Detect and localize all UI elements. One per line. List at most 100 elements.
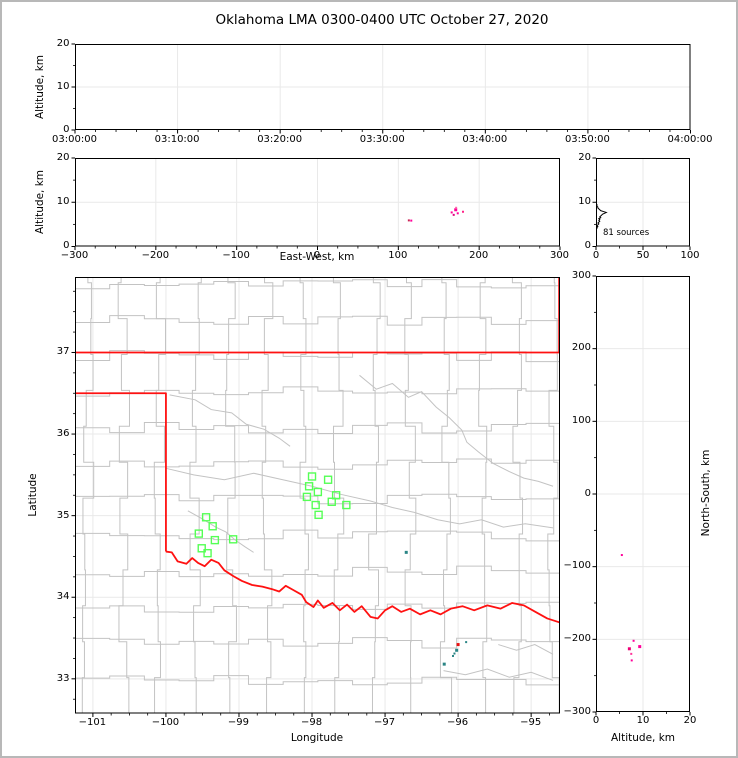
county-line xyxy=(476,277,487,714)
lma-station-marker xyxy=(302,492,311,502)
tick-label: 33 xyxy=(56,672,70,684)
lma-station-marker xyxy=(210,535,219,545)
panel-time-altitude xyxy=(71,43,691,134)
county-line xyxy=(74,315,560,326)
tick-label: 50 xyxy=(636,249,650,261)
panel-map xyxy=(71,277,560,717)
height_hist-content xyxy=(596,202,608,230)
county-line xyxy=(74,675,560,686)
county-line xyxy=(74,637,560,649)
source-point xyxy=(630,658,633,661)
source-count-annotation: 81 sources xyxy=(603,228,650,238)
source-point xyxy=(456,643,460,647)
tick-label: −100 xyxy=(222,249,250,261)
map-border xyxy=(74,277,560,714)
county-line xyxy=(153,277,166,714)
tick-label: 03:10:00 xyxy=(154,133,200,145)
lma-station-marker xyxy=(313,487,322,497)
source-point xyxy=(452,213,455,216)
tick-label: 03:40:00 xyxy=(462,133,508,145)
tick-label: 0 xyxy=(313,249,321,261)
tick-label: 35 xyxy=(56,509,70,521)
lma-station-marker xyxy=(201,513,210,522)
tick-label: −98 xyxy=(300,717,323,728)
tick-label: −96 xyxy=(447,717,469,728)
tick-label: 0 xyxy=(592,249,600,261)
panel-altitude-histogram xyxy=(592,157,691,250)
tick-label: −100 xyxy=(151,717,180,728)
source-point xyxy=(464,641,467,644)
county-line xyxy=(546,277,560,714)
source-point xyxy=(627,646,631,650)
county-line xyxy=(299,277,309,714)
lma-station-marker xyxy=(310,500,320,510)
ew-panel-xlabel: East-West, km xyxy=(279,251,355,263)
county-line xyxy=(74,601,560,613)
state-border xyxy=(74,392,167,552)
map-xlabel: Longitude xyxy=(290,732,344,744)
lma-station-marker xyxy=(327,497,336,506)
lma-station-marker xyxy=(194,529,203,538)
tick-label: 36 xyxy=(56,428,70,440)
ns_height-border xyxy=(596,275,690,712)
source-point xyxy=(452,652,455,655)
tick-label: 03:20:00 xyxy=(257,133,303,145)
county-line xyxy=(74,279,560,290)
ew_height-border xyxy=(74,157,560,246)
source-point xyxy=(453,207,457,211)
tick-label: −95 xyxy=(520,717,542,728)
lma-station-marker xyxy=(197,544,206,553)
county-line xyxy=(74,386,560,397)
lma-station-marker xyxy=(228,535,237,544)
ns-panel-xlabel: Altitude, km xyxy=(610,732,676,744)
ew-panel-ylabel: Altitude, km xyxy=(33,169,46,235)
tick-label: 0 xyxy=(63,124,70,135)
tick-label: 0 xyxy=(584,240,591,251)
tick-label: −101 xyxy=(78,717,107,728)
tick-label: 37 xyxy=(56,346,70,358)
source-point xyxy=(451,654,454,657)
tick-label: −97 xyxy=(374,717,396,728)
tick-label: 0 xyxy=(592,715,600,726)
tick-label: 0 xyxy=(63,240,70,251)
tick-label: −300 xyxy=(563,705,591,717)
lma-station-marker xyxy=(313,510,323,520)
river-line xyxy=(165,467,553,529)
plot-title: Oklahoma LMA 0300-0400 UTC October 27, 2… xyxy=(215,12,549,28)
tick-label: −200 xyxy=(563,632,591,644)
tick-label: 100 xyxy=(680,249,700,261)
source-point xyxy=(442,662,446,666)
source-point xyxy=(638,644,642,648)
river-line xyxy=(168,394,290,447)
altitude-histogram-line xyxy=(596,202,608,230)
tick-label: 10 xyxy=(578,195,591,207)
lma-station-marker xyxy=(331,491,340,500)
river-line xyxy=(497,644,553,655)
county-line xyxy=(332,277,344,714)
county-line xyxy=(74,421,560,434)
tick-label: 200 xyxy=(469,249,489,261)
tick-label: 03:30:00 xyxy=(359,133,405,145)
county-line xyxy=(74,529,560,542)
river-line xyxy=(442,668,553,681)
source-point xyxy=(632,639,635,642)
county-line xyxy=(81,277,94,714)
lma-station-marker xyxy=(202,548,212,558)
tick-label: 34 xyxy=(56,591,70,603)
time-panel-ylabel: Altitude, km xyxy=(33,54,46,120)
river-line xyxy=(358,374,553,487)
county-line xyxy=(188,277,202,714)
source-point xyxy=(409,219,412,222)
tick-label: 20 xyxy=(578,151,591,163)
tick-label: 10 xyxy=(56,81,70,92)
county-line xyxy=(74,493,560,505)
tick-label: 03:00:00 xyxy=(52,133,97,145)
tick-label: 20 xyxy=(56,38,70,49)
lma-station-marker xyxy=(307,472,316,481)
county-line xyxy=(74,458,560,470)
county-line xyxy=(117,277,130,714)
tick-label: 10 xyxy=(56,195,70,207)
source-point xyxy=(454,648,458,652)
source-point xyxy=(404,550,408,554)
tick-label: 300 xyxy=(571,269,591,281)
